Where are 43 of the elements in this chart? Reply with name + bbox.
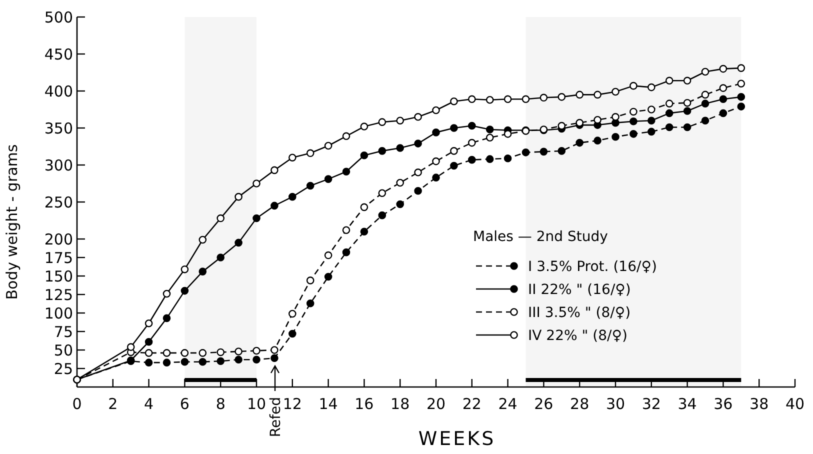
y-axis-title: Body weight - grams <box>3 144 21 300</box>
x-tick-label: 8 <box>216 395 226 413</box>
x-tick-label: 18 <box>390 395 410 413</box>
x-tick-label: 4 <box>144 395 154 413</box>
x-tick-label: 40 <box>785 395 805 413</box>
text: Refed <box>268 397 284 438</box>
y-tick-label: 50 <box>54 341 73 360</box>
legend-label: III 3.5% " (8/♀) <box>528 304 631 321</box>
y-tick-label: 500 <box>44 8 73 26</box>
y-tick-label: 400 <box>44 82 73 100</box>
x-tick-label: 12 <box>282 395 302 413</box>
x-tick-label: 30 <box>606 395 626 413</box>
x-tick-label: 38 <box>750 395 769 413</box>
x-tick-label: 20 <box>426 395 446 413</box>
y-tick-label: 175 <box>44 248 73 267</box>
x-tick-label: 26 <box>534 395 554 413</box>
y-tick-label: 75 <box>54 322 73 341</box>
x-tick-label: 34 <box>678 395 697 413</box>
y-tick-label: 250 <box>44 193 73 212</box>
y-tick-label: 25 <box>54 360 73 378</box>
x-tick-label: 36 <box>714 395 733 413</box>
x-tick-label: 6 <box>180 395 190 413</box>
x-tick-label: 24 <box>498 395 518 413</box>
x-tick-label: 14 <box>318 395 338 413</box>
x-tick-label: 0 <box>72 395 82 413</box>
y-tick-label: 150 <box>44 267 73 286</box>
x-tick-label: 22 <box>462 395 482 413</box>
x-tick-label: 2 <box>108 395 118 413</box>
x-axis-title: WEEKS <box>418 428 496 450</box>
legend-label: II 22% " (16/♀) <box>528 282 631 298</box>
y-tick-label: 450 <box>44 45 73 64</box>
y-tick-label: 200 <box>44 230 73 248</box>
x-tick-label: 16 <box>354 395 374 413</box>
y-tick-label: 300 <box>44 156 73 174</box>
y-tick-label: 100 <box>44 304 73 322</box>
legend-title: Males — 2nd Study <box>473 229 608 245</box>
x-tick-label: 28 <box>570 395 590 413</box>
legend-label: IV 22% " (8/♀) <box>528 328 628 344</box>
x-tick-label: 32 <box>642 395 661 413</box>
legend-label: I 3.5% Prot. (16/♀) <box>528 258 657 275</box>
y-tick-label: 125 <box>44 286 73 304</box>
y-tick-label: 350 <box>44 119 73 138</box>
x-tick-label: 10 <box>246 395 266 413</box>
